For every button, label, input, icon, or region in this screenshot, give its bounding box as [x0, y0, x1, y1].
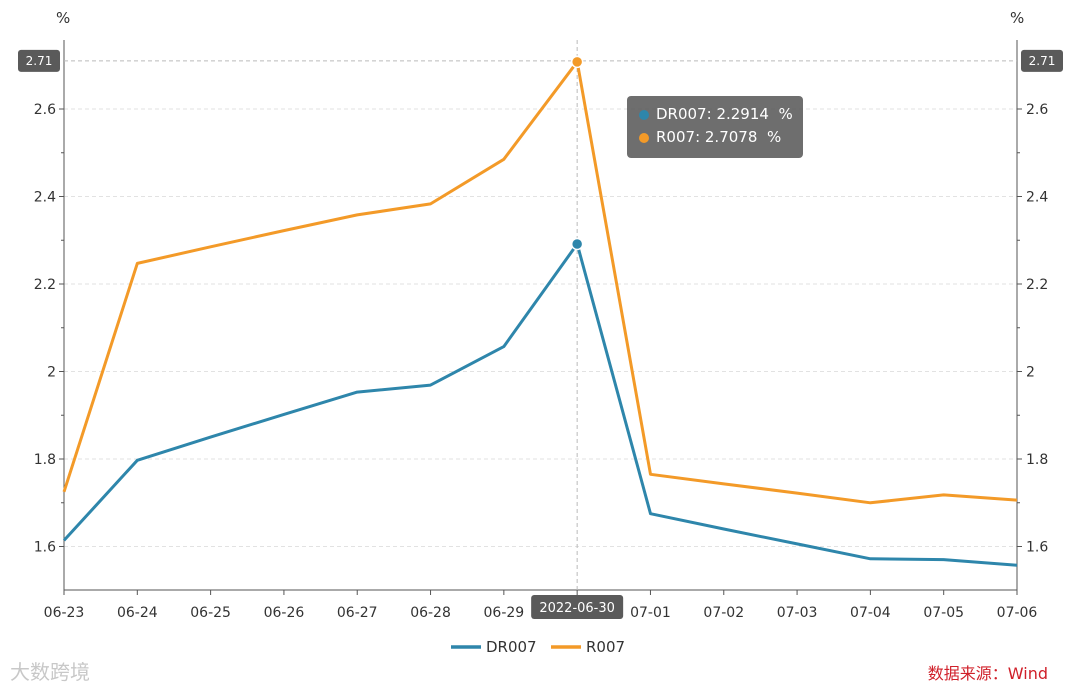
- grid-lines: [64, 108, 1017, 547]
- tooltip-unit-dr007: %: [778, 105, 793, 123]
- tooltip-row-r007: R007: 2.7078 %: [639, 126, 781, 148]
- watermark: 大数跨境: [10, 660, 90, 684]
- tooltip-dot-dr007: [639, 110, 649, 120]
- tooltip-unit-r007: %: [766, 128, 782, 146]
- x-tick-label: 06-27: [337, 605, 378, 621]
- x-tick-label: 06-24: [117, 605, 158, 621]
- tooltip-row-dr007: DR007: 2.2914 %: [639, 103, 793, 125]
- data-source: 数据来源：Wind: [927, 664, 1048, 683]
- crosshair: 2.71 2.71 2022-06-30: [18, 40, 1063, 619]
- tick-labels: 1.6 1.6 1.8 1.8 2 2 2.2 2.2 2.4 2.4 2.6 2.6 06-23 06-…: [34, 102, 1049, 621]
- legend-label-r007: R007: [586, 638, 625, 656]
- left-y-unit: %: [56, 9, 70, 27]
- x-tick-label: 07-01: [630, 605, 671, 621]
- x-tick-label: 06-25: [190, 605, 231, 621]
- series-line-r007: [62, 60, 1018, 505]
- x-tick-label: 06-29: [484, 605, 525, 621]
- x-tick-label: 06-28: [410, 605, 451, 621]
- tooltip: DR007: 2.2914 % R007: 2.7078 %: [627, 96, 803, 158]
- right-y-tick-label: 2: [1026, 365, 1035, 381]
- tooltip-dot-r007: [639, 133, 649, 143]
- left-y-tick-label: 1.6: [34, 540, 56, 556]
- crosshair-value-label: 2.71: [26, 54, 53, 68]
- tooltip-value-dr007: 2.2914: [716, 105, 769, 123]
- crosshair-x-label: 2022-06-30: [539, 601, 615, 616]
- crosshair-right-badge: 2.71: [1021, 49, 1063, 72]
- highlight-point-r007[interactable]: [570, 55, 584, 69]
- x-tick-label: 07-06: [997, 605, 1038, 621]
- right-y-tick-label: 2.2: [1026, 277, 1048, 293]
- tooltip-value-r007: 2.7078: [704, 128, 758, 146]
- x-tick-label: 07-04: [850, 605, 891, 621]
- x-tick-label: 07-02: [703, 605, 744, 621]
- right-y-unit: %: [1010, 9, 1024, 27]
- tooltip-name-r007: R007: [656, 128, 696, 146]
- x-tick-label: 07-03: [777, 605, 818, 621]
- legend-item-dr007[interactable]: DR007: [451, 638, 537, 656]
- legend[interactable]: DR007 R007: [451, 638, 625, 656]
- crosshair-left-badge: 2.71: [18, 49, 60, 72]
- crosshair-value-label: 2.71: [1029, 54, 1056, 68]
- left-y-tick-label: 2.6: [34, 102, 56, 118]
- left-y-tick-label: 2.4: [34, 190, 56, 206]
- left-y-tick-label: 2.2: [34, 277, 56, 293]
- right-y-tick-label: 1.6: [1026, 540, 1048, 556]
- x-tick-label: 06-26: [264, 605, 305, 621]
- right-y-tick-label: 2.4: [1026, 190, 1048, 206]
- axes: % %: [56, 9, 1024, 595]
- left-y-tick-label: 2: [47, 365, 56, 381]
- legend-item-r007[interactable]: R007: [551, 638, 625, 656]
- x-tick-label: 07-05: [923, 605, 964, 621]
- right-y-tick-label: 1.8: [1026, 452, 1048, 468]
- tooltip-name-dr007: DR007: [656, 105, 707, 123]
- crosshair-x-badge: 2022-06-30: [531, 595, 624, 619]
- series-lines: [62, 55, 1018, 567]
- right-y-tick-label: 2.6: [1026, 102, 1048, 118]
- legend-label-dr007: DR007: [486, 638, 537, 656]
- left-y-tick-label: 1.8: [34, 452, 56, 468]
- highlight-point-dr007[interactable]: [570, 237, 584, 251]
- x-tick-label: 06-23: [44, 605, 85, 621]
- series-line-dr007: [62, 242, 1018, 567]
